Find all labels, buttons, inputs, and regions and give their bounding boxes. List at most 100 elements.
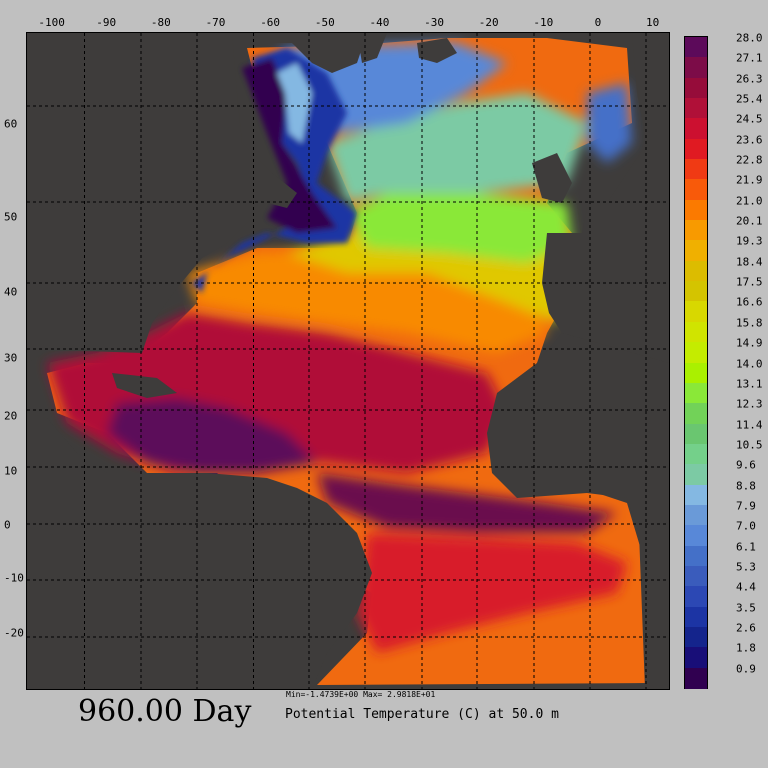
lon-tick-label: -90 (96, 16, 117, 29)
land-greenland (242, 33, 367, 73)
colorbar-swatch (685, 240, 707, 262)
map-frame (26, 32, 670, 690)
colorbar-swatch (685, 138, 707, 160)
lat-tick-label: -10 (4, 571, 24, 585)
colorbar-swatch (685, 281, 707, 303)
land-north-america (27, 33, 297, 363)
colorbar-label: 6.1 (736, 540, 756, 554)
colorbar-label: 13.1 (736, 377, 763, 391)
day-label: 960.00 Day (78, 694, 252, 729)
colorbar-label: 28.0 (736, 31, 763, 45)
lat-tick-label: 30 (4, 351, 18, 364)
colorbar-swatch (685, 565, 707, 587)
colorbar-swatch (685, 301, 707, 323)
land-iceland (417, 38, 457, 63)
colorbar-label: 14.9 (736, 336, 763, 350)
teal-north (327, 93, 587, 203)
colorbar-swatch (685, 443, 707, 465)
colorbar-label: 16.6 (736, 295, 763, 309)
purple-equator (317, 473, 617, 533)
colorbar-label: 10.5 (736, 438, 763, 452)
colorbar-label: 23.6 (736, 133, 763, 147)
land-british-isles (532, 153, 572, 203)
colorbar-label: 24.5 (736, 112, 763, 126)
colorbar-label: 5.3 (736, 560, 756, 574)
lon-tick-label: 10 (645, 16, 660, 29)
land (27, 33, 669, 689)
lat-tick-label: 10 (4, 464, 18, 478)
colorbar-label: 26.3 (736, 72, 763, 86)
lat-tick-label: -20 (4, 626, 24, 640)
lat-tick-label: 0 (4, 518, 11, 532)
land-cuba (112, 373, 177, 398)
labrador-current (192, 48, 357, 293)
lon-tick-label: -20 (478, 16, 499, 29)
colorbar-label: 18.4 (736, 255, 763, 269)
lon-tick-label: -70 (205, 16, 226, 29)
colorbar-swatch (685, 342, 707, 364)
colorbar-label: 7.0 (736, 519, 756, 533)
lon-tick-label: 0 (594, 16, 602, 29)
colorbar-swatch (685, 260, 707, 282)
colorbar-label: 8.8 (736, 479, 756, 493)
colorbar-label: 17.5 (736, 275, 763, 289)
colorbar-swatch (685, 382, 707, 404)
colorbar-swatch (685, 199, 707, 221)
colorbar-swatch (685, 606, 707, 628)
colorbar-label: 19.3 (736, 234, 763, 248)
land-central-america (27, 413, 372, 689)
lon-tick-label: -60 (260, 16, 281, 29)
colorbar-swatch (685, 77, 707, 99)
colorbar-label: 7.9 (736, 499, 756, 513)
colorbar-swatch (685, 118, 707, 140)
green-midlat (347, 193, 572, 263)
lon-tick-label: -100 (38, 16, 65, 29)
colorbar-label: 14.0 (736, 357, 763, 370)
blue-norway (587, 83, 632, 163)
colorbar-label: 15.8 (736, 316, 763, 330)
colorbar (684, 36, 708, 689)
variable-label: Potential Temperature (C) at 50.0 m (285, 707, 559, 722)
lon-tick-label: -30 (424, 16, 444, 29)
colorbar-swatch (685, 403, 707, 425)
colorbar-label: 4.4 (736, 580, 756, 594)
red-south (357, 533, 627, 653)
colorbar-label: 11.4 (736, 418, 763, 432)
colorbar-label: 2.6 (736, 621, 756, 635)
colorbar-swatch (685, 525, 707, 547)
colorbar-swatch (685, 98, 707, 119)
lon-tick-label: -50 (314, 16, 335, 29)
colorbar-swatch (685, 667, 707, 689)
colorbar-label: 25.4 (736, 92, 763, 106)
ocean-field (47, 38, 647, 685)
colorbar-swatch (685, 179, 707, 201)
minmax-label: Min=-1.4739E+00 Max= 2.9818E+01 (286, 690, 436, 699)
lat-tick-label: 50 (4, 210, 18, 224)
graticule (27, 33, 669, 689)
colorbar-swatch (685, 220, 707, 242)
colorbar-label: 1.8 (736, 641, 756, 655)
lat-tick-label: 20 (4, 409, 18, 423)
purple-caribbean (107, 398, 317, 473)
lon-tick-label: -40 (369, 16, 390, 29)
lat-tick-label: 60 (4, 117, 18, 131)
colorbar-label: 3.5 (736, 601, 756, 615)
land-europe (542, 33, 669, 363)
colorbar-label: 9.6 (736, 458, 756, 472)
colorbar-swatch (685, 484, 707, 506)
lon-tick-label: -80 (150, 16, 171, 29)
baffin-light (277, 63, 312, 143)
colorbar-swatch (685, 321, 707, 343)
colorbar-label: 21.9 (736, 173, 763, 187)
colorbar-label: 21.0 (736, 194, 763, 208)
temperature-map (27, 33, 669, 689)
colorbar-swatch (685, 362, 707, 384)
colorbar-swatch (685, 545, 707, 567)
land-africa (487, 333, 669, 689)
colorbar-swatch (685, 37, 707, 58)
colorbar-label: 20.1 (736, 214, 763, 228)
colorbar-label: 0.9 (736, 662, 756, 676)
colorbar-swatch (685, 159, 707, 180)
lat-tick-label: 40 (4, 285, 18, 299)
colorbar-label: 27.1 (736, 51, 763, 65)
